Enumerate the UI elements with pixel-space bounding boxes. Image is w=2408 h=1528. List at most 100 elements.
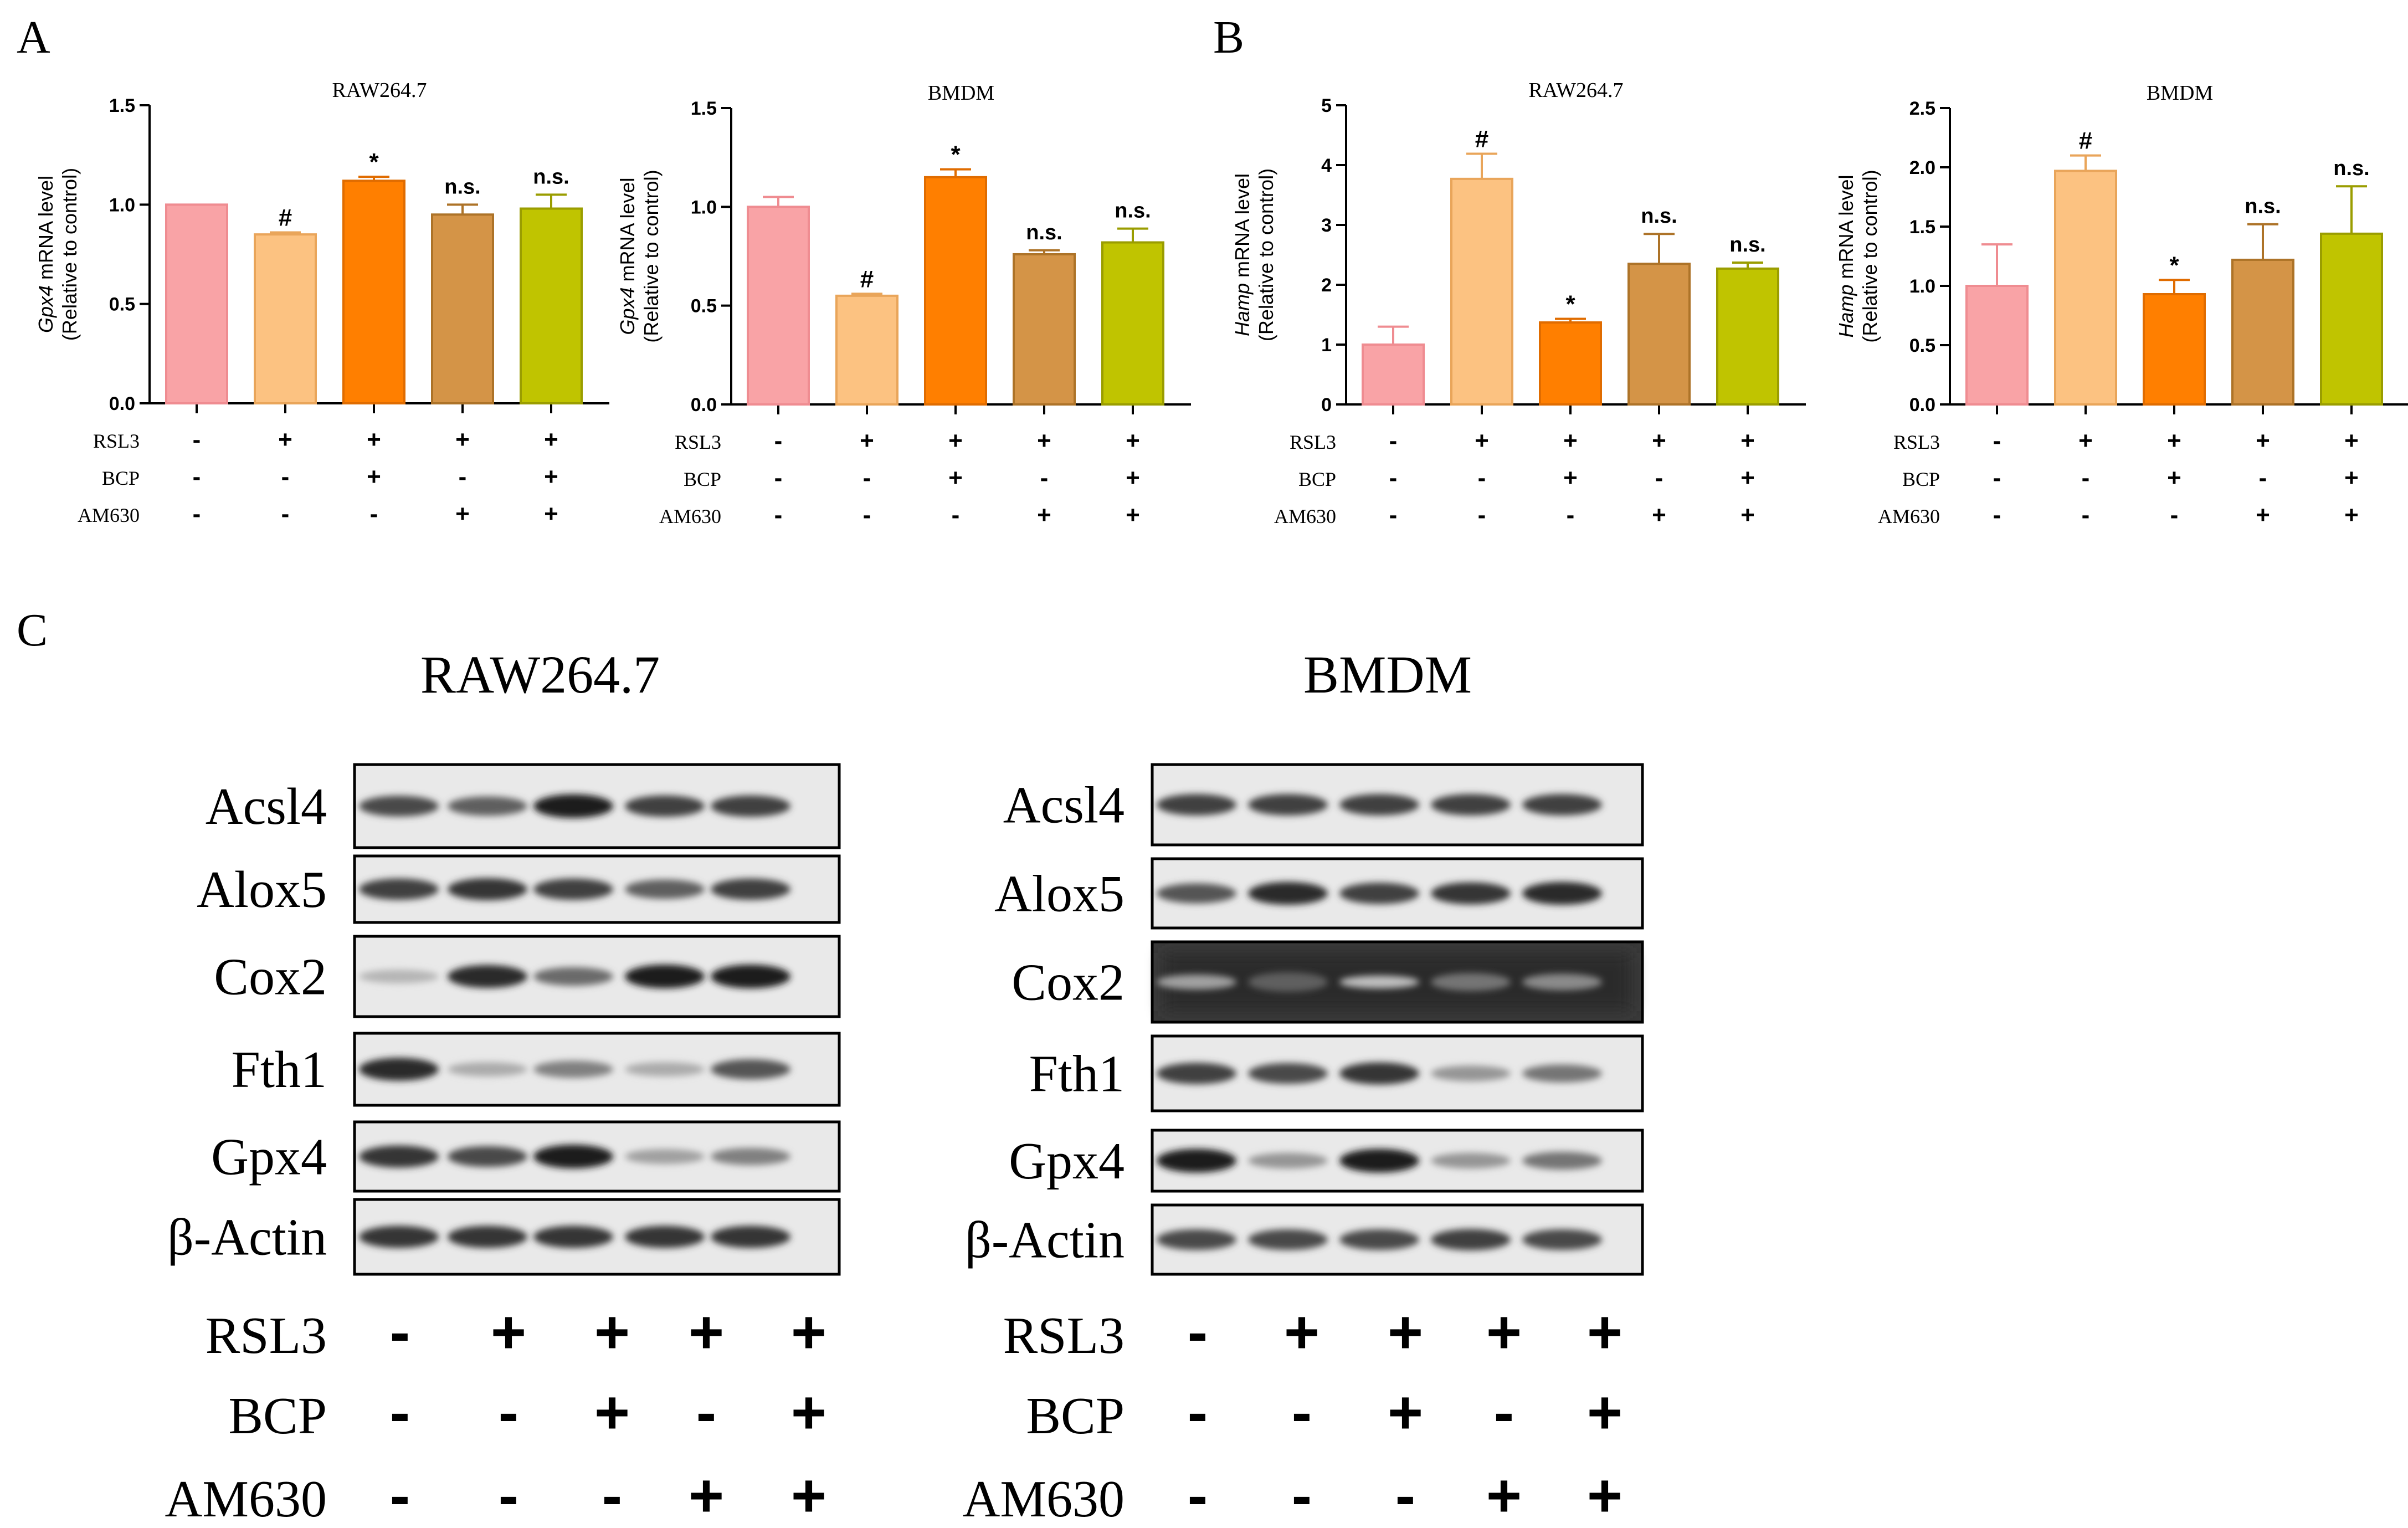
- treatment-sign: -: [602, 1462, 623, 1528]
- treatment-sign: +: [1652, 501, 1666, 529]
- blot-band: [1339, 1229, 1419, 1250]
- y-tick-label: 5: [1321, 95, 1332, 116]
- treatment-sign: +: [544, 500, 558, 527]
- significance-mark: *: [2169, 252, 2179, 279]
- blot-band: [1248, 794, 1328, 816]
- treatment-sign: -: [2082, 501, 2090, 529]
- blot-frame: [353, 763, 841, 849]
- treatment-sign: +: [1388, 1378, 1423, 1447]
- significance-mark: #: [279, 204, 292, 232]
- y-axis-label: Hamp mRNA level: [1231, 173, 1254, 336]
- protein-label: Cox2: [1012, 954, 1125, 1012]
- significance-mark: n.s.: [1026, 221, 1062, 244]
- bar-chart-4: BMDM Hamp mRNA level (Relative to control)…: [1835, 81, 2408, 529]
- bar: [2143, 293, 2206, 406]
- treatment-sign: +: [1126, 464, 1140, 491]
- blot-band: [1522, 1064, 1602, 1083]
- treatment-sign: +: [2167, 427, 2181, 454]
- treatment-sign: -: [390, 1378, 410, 1447]
- treatment-sign: -: [499, 1462, 519, 1528]
- treatment-sign: +: [1563, 427, 1578, 454]
- bar: [165, 203, 228, 404]
- blot-frame: [1151, 940, 1644, 1024]
- blot-band: [1339, 794, 1419, 816]
- western-blot-1: RAW264.7 Acsl4 Alox5 Cox2 Fth1 Gpx4 β-Actin RSL…: [165, 645, 841, 1528]
- blot-title: RAW264.7: [420, 645, 660, 704]
- significance-mark: #: [860, 265, 874, 293]
- treatment-sign: +: [1284, 1298, 1319, 1366]
- y-tick-label: 2.0: [1909, 157, 1935, 178]
- treatment-sign: -: [193, 426, 201, 453]
- y-tick-label: 1.0: [691, 197, 717, 218]
- treatment-sign: -: [2170, 501, 2179, 529]
- blot-row: β-Actin: [167, 1198, 841, 1276]
- blot-band: [1157, 1229, 1236, 1250]
- treatment-row-label: RSL3: [675, 431, 721, 453]
- y-tick-label: 0.5: [691, 296, 717, 317]
- treatment-sign: +: [544, 426, 558, 453]
- treatment-sign: -: [1395, 1462, 1416, 1528]
- treatment-row-label: RSL3: [93, 430, 140, 452]
- treatment-sign: +: [948, 464, 963, 491]
- blot-row: Alox5: [994, 857, 1644, 930]
- treatment-sign: -: [193, 500, 201, 527]
- y-tick-label: 1.0: [1909, 276, 1935, 297]
- blot-frame: [353, 1198, 841, 1276]
- y-axis-label-gene: Hamp: [1835, 285, 1857, 338]
- blot-band: [533, 1145, 613, 1168]
- blot-band: [533, 878, 613, 900]
- y-tick-label: 1: [1321, 335, 1332, 356]
- y-axis-label-line2: (Relative to control): [1255, 168, 1277, 341]
- blot-band: [1248, 972, 1328, 992]
- treatment-sign: -: [390, 1298, 410, 1366]
- treatment-sign: -: [774, 501, 783, 529]
- treatment-sign: +: [1587, 1378, 1623, 1447]
- treatment-sign: -: [1292, 1378, 1312, 1447]
- y-tick-label: 0.5: [1909, 335, 1935, 356]
- blot-band: [625, 1062, 705, 1076]
- treatment-row-label: RSL3: [206, 1307, 327, 1365]
- treatment-sign: -: [1494, 1378, 1514, 1447]
- treatment-sign: -: [1040, 464, 1049, 491]
- blot-band: [448, 1146, 527, 1167]
- blot-band: [1339, 1062, 1419, 1085]
- blot-band: [625, 1226, 705, 1248]
- y-tick-label: 1.5: [1909, 217, 1935, 238]
- blot-frame: [1151, 763, 1644, 847]
- protein-label: Acsl4: [206, 778, 327, 835]
- panel-label-a: A: [17, 12, 50, 63]
- y-tick-label: 4: [1321, 155, 1332, 176]
- treatment-sign: +: [2167, 464, 2181, 491]
- significance-mark: n.s.: [2333, 157, 2369, 180]
- treatment-sign: +: [1388, 1298, 1423, 1366]
- bar: [2231, 258, 2294, 406]
- blot-band: [448, 965, 527, 988]
- treatment-sign: -: [1567, 501, 1575, 529]
- y-tick-label: 0.0: [109, 393, 135, 414]
- blot-row: Fth1: [232, 1032, 841, 1107]
- treatment-sign: -: [499, 1378, 519, 1447]
- treatment-sign: +: [594, 1378, 630, 1447]
- bar: [342, 180, 405, 404]
- blot-band: [1339, 975, 1419, 989]
- treatment-sign: +: [1037, 501, 1051, 529]
- y-axis-label-line2: (Relative to control): [58, 168, 81, 341]
- bar: [2054, 170, 2117, 406]
- treatment-sign: -: [193, 463, 201, 490]
- blot-band: [359, 878, 439, 900]
- protein-label: Cox2: [214, 948, 327, 1006]
- treatment-sign: +: [1486, 1298, 1522, 1366]
- protein-label: β-Actin: [965, 1212, 1125, 1269]
- bar: [1101, 241, 1164, 406]
- bar-chart-2: BMDM Gpx4 mRNA level (Relative to control)…: [616, 81, 1191, 529]
- treatment-sign: +: [1563, 464, 1578, 491]
- blot-row: Gpx4: [1009, 1129, 1644, 1193]
- western-blot-2: BMDM Acsl4 Alox5 Cox2 Fth1 Gpx4 β-Actin RSL3 - + +…: [963, 645, 1644, 1528]
- blot-row: β-Actin: [965, 1203, 1644, 1276]
- blot-frame: [353, 1032, 841, 1107]
- treatment-row-label: AM630: [963, 1470, 1125, 1528]
- treatment-sign: +: [1126, 427, 1140, 454]
- bar: [2320, 232, 2383, 406]
- y-axis-label-gene: Gpx4: [616, 288, 639, 335]
